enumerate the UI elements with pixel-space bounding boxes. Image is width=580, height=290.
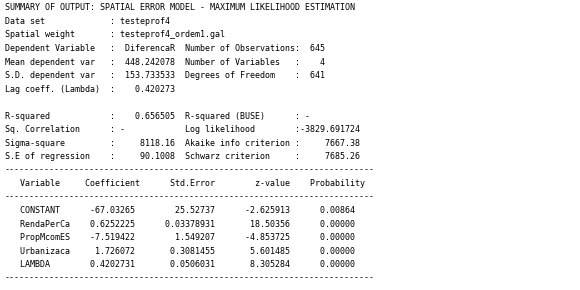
Text: Variable     Coefficient      Std.Error        z-value    Probability: Variable Coefficient Std.Error z-value P… — [5, 179, 365, 188]
Text: Lag coeff. (Lambda)  :    0.420273: Lag coeff. (Lambda) : 0.420273 — [5, 84, 175, 93]
Text: PropMcomES    -7.519422        1.549207      -4.853725      0.00000: PropMcomES -7.519422 1.549207 -4.853725 … — [5, 233, 354, 242]
Text: S.E of regression    :     90.1008  Schwarz criterion     :     7685.26: S.E of regression : 90.1008 Schwarz crit… — [5, 152, 360, 161]
Text: Mean dependent var   :  448.242078  Number of Variables   :    4: Mean dependent var : 448.242078 Number o… — [5, 57, 325, 66]
Text: CONSTANT      -67.03265        25.52737      -2.625913      0.00864: CONSTANT -67.03265 25.52737 -2.625913 0.… — [5, 206, 354, 215]
Text: RendaPerCa    0.6252225      0.03378931       18.50356      0.00000: RendaPerCa 0.6252225 0.03378931 18.50356… — [5, 220, 354, 229]
Text: SUMMARY OF OUTPUT: SPATIAL ERROR MODEL - MAXIMUM LIKELIHOOD ESTIMATION: SUMMARY OF OUTPUT: SPATIAL ERROR MODEL -… — [5, 3, 354, 12]
Text: Sq. Correlation      : -            Log likelihood        :-3829.691724: Sq. Correlation : - Log likelihood :-382… — [5, 125, 360, 134]
Text: --------------------------------------------------------------------------: ----------------------------------------… — [5, 193, 375, 202]
Text: Data set             : testeprof4: Data set : testeprof4 — [5, 17, 169, 26]
Text: LAMBDA        0.4202731       0.0506031       8.305284      0.00000: LAMBDA 0.4202731 0.0506031 8.305284 0.00… — [5, 260, 354, 269]
Text: Sigma-square         :     8118.16  Akaike info criterion :     7667.38: Sigma-square : 8118.16 Akaike info crite… — [5, 139, 360, 148]
Text: Dependent Variable   :  DiferencaR  Number of Observations:  645: Dependent Variable : DiferencaR Number o… — [5, 44, 325, 53]
Text: Spatial weight       : testeprof4_ordem1.gal: Spatial weight : testeprof4_ordem1.gal — [5, 30, 224, 39]
Text: S.D. dependent var   :  153.733533  Degrees of Freedom    :  641: S.D. dependent var : 153.733533 Degrees … — [5, 71, 325, 80]
Text: Urbanizaca     1.726072       0.3081455       5.601485      0.00000: Urbanizaca 1.726072 0.3081455 5.601485 0… — [5, 246, 354, 255]
Text: --------------------------------------------------------------------------: ----------------------------------------… — [5, 166, 375, 175]
Text: --------------------------------------------------------------------------: ----------------------------------------… — [5, 273, 375, 282]
Text: R-squared            :    0.656505  R-squared (BUSE)      : -: R-squared : 0.656505 R-squared (BUSE) : … — [5, 112, 310, 121]
